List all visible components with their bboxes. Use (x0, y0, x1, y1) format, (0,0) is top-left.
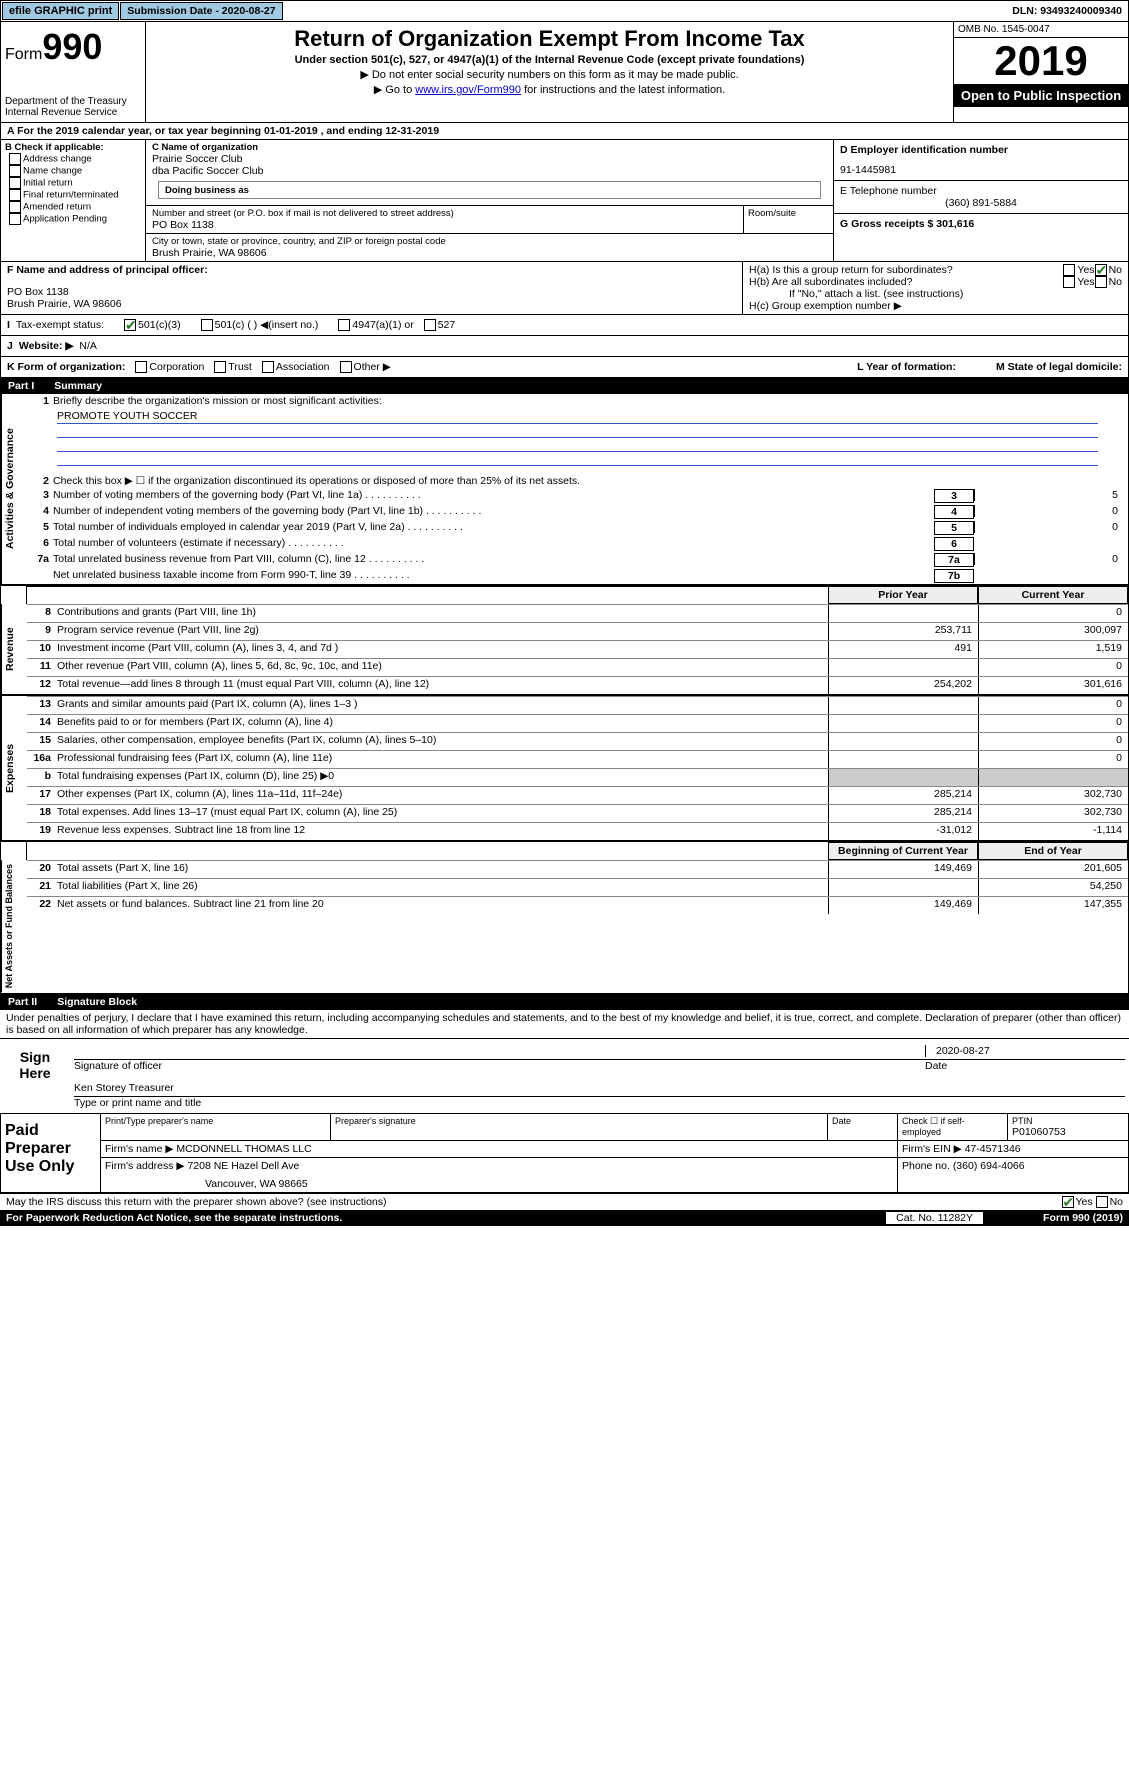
form-note-2: ▶ Go to www.irs.gov/Form990 for instruct… (156, 83, 943, 96)
paid-preparer-block: Paid Preparer Use Only Print/Type prepar… (0, 1113, 1129, 1193)
instructions-link[interactable]: www.irs.gov/Form990 (415, 84, 521, 96)
finance-row: 14Benefits paid to or for members (Part … (27, 714, 1128, 732)
finance-row: 16aProfessional fundraising fees (Part I… (27, 750, 1128, 768)
paperwork-footer: For Paperwork Reduction Act Notice, see … (0, 1210, 1129, 1226)
part-1-header: Part ISummary (0, 378, 1129, 394)
finance-row: 13Grants and similar amounts paid (Part … (27, 696, 1128, 714)
submission-date: Submission Date - 2020-08-27 (120, 2, 282, 20)
finance-row: 12Total revenue—add lines 8 through 11 (… (27, 676, 1128, 694)
finance-row: 18Total expenses. Add lines 13–17 (must … (27, 804, 1128, 822)
omb-number: OMB No. 1545-0047 (954, 22, 1128, 38)
box-b: B Check if applicable: Address change Na… (1, 140, 146, 261)
finance-row: 9Program service revenue (Part VIII, lin… (27, 622, 1128, 640)
box-h: H(a) Is this a group return for subordin… (743, 262, 1128, 314)
f-h-row: F Name and address of principal officer:… (0, 262, 1129, 315)
finance-row: 22Net assets or fund balances. Subtract … (27, 896, 1128, 914)
form-number: Form990 (5, 26, 141, 68)
efile-button[interactable]: efile GRAPHIC print (2, 2, 119, 20)
finance-row: 20Total assets (Part X, line 16)149,4692… (27, 860, 1128, 878)
top-bar: efile GRAPHIC print Submission Date - 20… (0, 0, 1129, 22)
form-note-1: ▶ Do not enter social security numbers o… (156, 68, 943, 81)
mission-text: PROMOTE YOUTH SOCCER (57, 410, 1098, 424)
tax-year: 2019 (954, 38, 1128, 84)
finance-row: 21Total liabilities (Part X, line 26)54,… (27, 878, 1128, 896)
revenue-label: Revenue (1, 604, 27, 694)
prior-current-header: Prior Year Current Year (1, 584, 1128, 604)
tax-period: A For the 2019 calendar year, or tax yea… (0, 123, 1129, 140)
box-d-e-g: D Employer identification number 91-1445… (833, 140, 1128, 261)
finance-row: 10Investment income (Part VIII, column (… (27, 640, 1128, 658)
discuss-row: May the IRS discuss this return with the… (0, 1193, 1129, 1210)
open-public-badge: Open to Public Inspection (954, 84, 1128, 107)
form-subtitle: Under section 501(c), 527, or 4947(a)(1)… (156, 54, 943, 66)
form-header: Form990 Department of the Treasury Inter… (0, 22, 1129, 123)
part-2-header: Part IISignature Block (0, 994, 1129, 1010)
dln-label: DLN: 93493240009340 (1006, 3, 1128, 19)
finance-row: 11Other revenue (Part VIII, column (A), … (27, 658, 1128, 676)
finance-row: 19Revenue less expenses. Subtract line 1… (27, 822, 1128, 840)
sign-here-block: Sign Here 2020-08-27 Signature of office… (0, 1038, 1129, 1113)
line-k: K Form of organization: Corporation Trus… (0, 357, 1129, 378)
website-row: J Website: ▶ N/A (0, 336, 1129, 357)
department-label: Department of the Treasury Internal Reve… (5, 96, 141, 118)
form-title: Return of Organization Exempt From Incom… (156, 26, 943, 52)
finance-row: 8Contributions and grants (Part VIII, li… (27, 604, 1128, 622)
expenses-label: Expenses (1, 696, 27, 840)
netassets-label: Net Assets or Fund Balances (1, 860, 27, 992)
signature-declaration: Under penalties of perjury, I declare th… (0, 1010, 1129, 1038)
finance-row: 15Salaries, other compensation, employee… (27, 732, 1128, 750)
part-1-body: Activities & Governance 1Briefly describ… (0, 394, 1129, 993)
governance-label: Activities & Governance (1, 394, 27, 584)
box-f: F Name and address of principal officer:… (1, 262, 743, 314)
tax-exempt-row: I Tax-exempt status: 501(c)(3) 501(c) ( … (0, 315, 1129, 336)
finance-row: 17Other expenses (Part IX, column (A), l… (27, 786, 1128, 804)
box-c: C Name of organization Prairie Soccer Cl… (146, 140, 833, 261)
boc-eoy-header: Beginning of Current Year End of Year (1, 840, 1128, 860)
meta-section: B Check if applicable: Address change Na… (0, 140, 1129, 262)
finance-row: bTotal fundraising expenses (Part IX, co… (27, 768, 1128, 786)
